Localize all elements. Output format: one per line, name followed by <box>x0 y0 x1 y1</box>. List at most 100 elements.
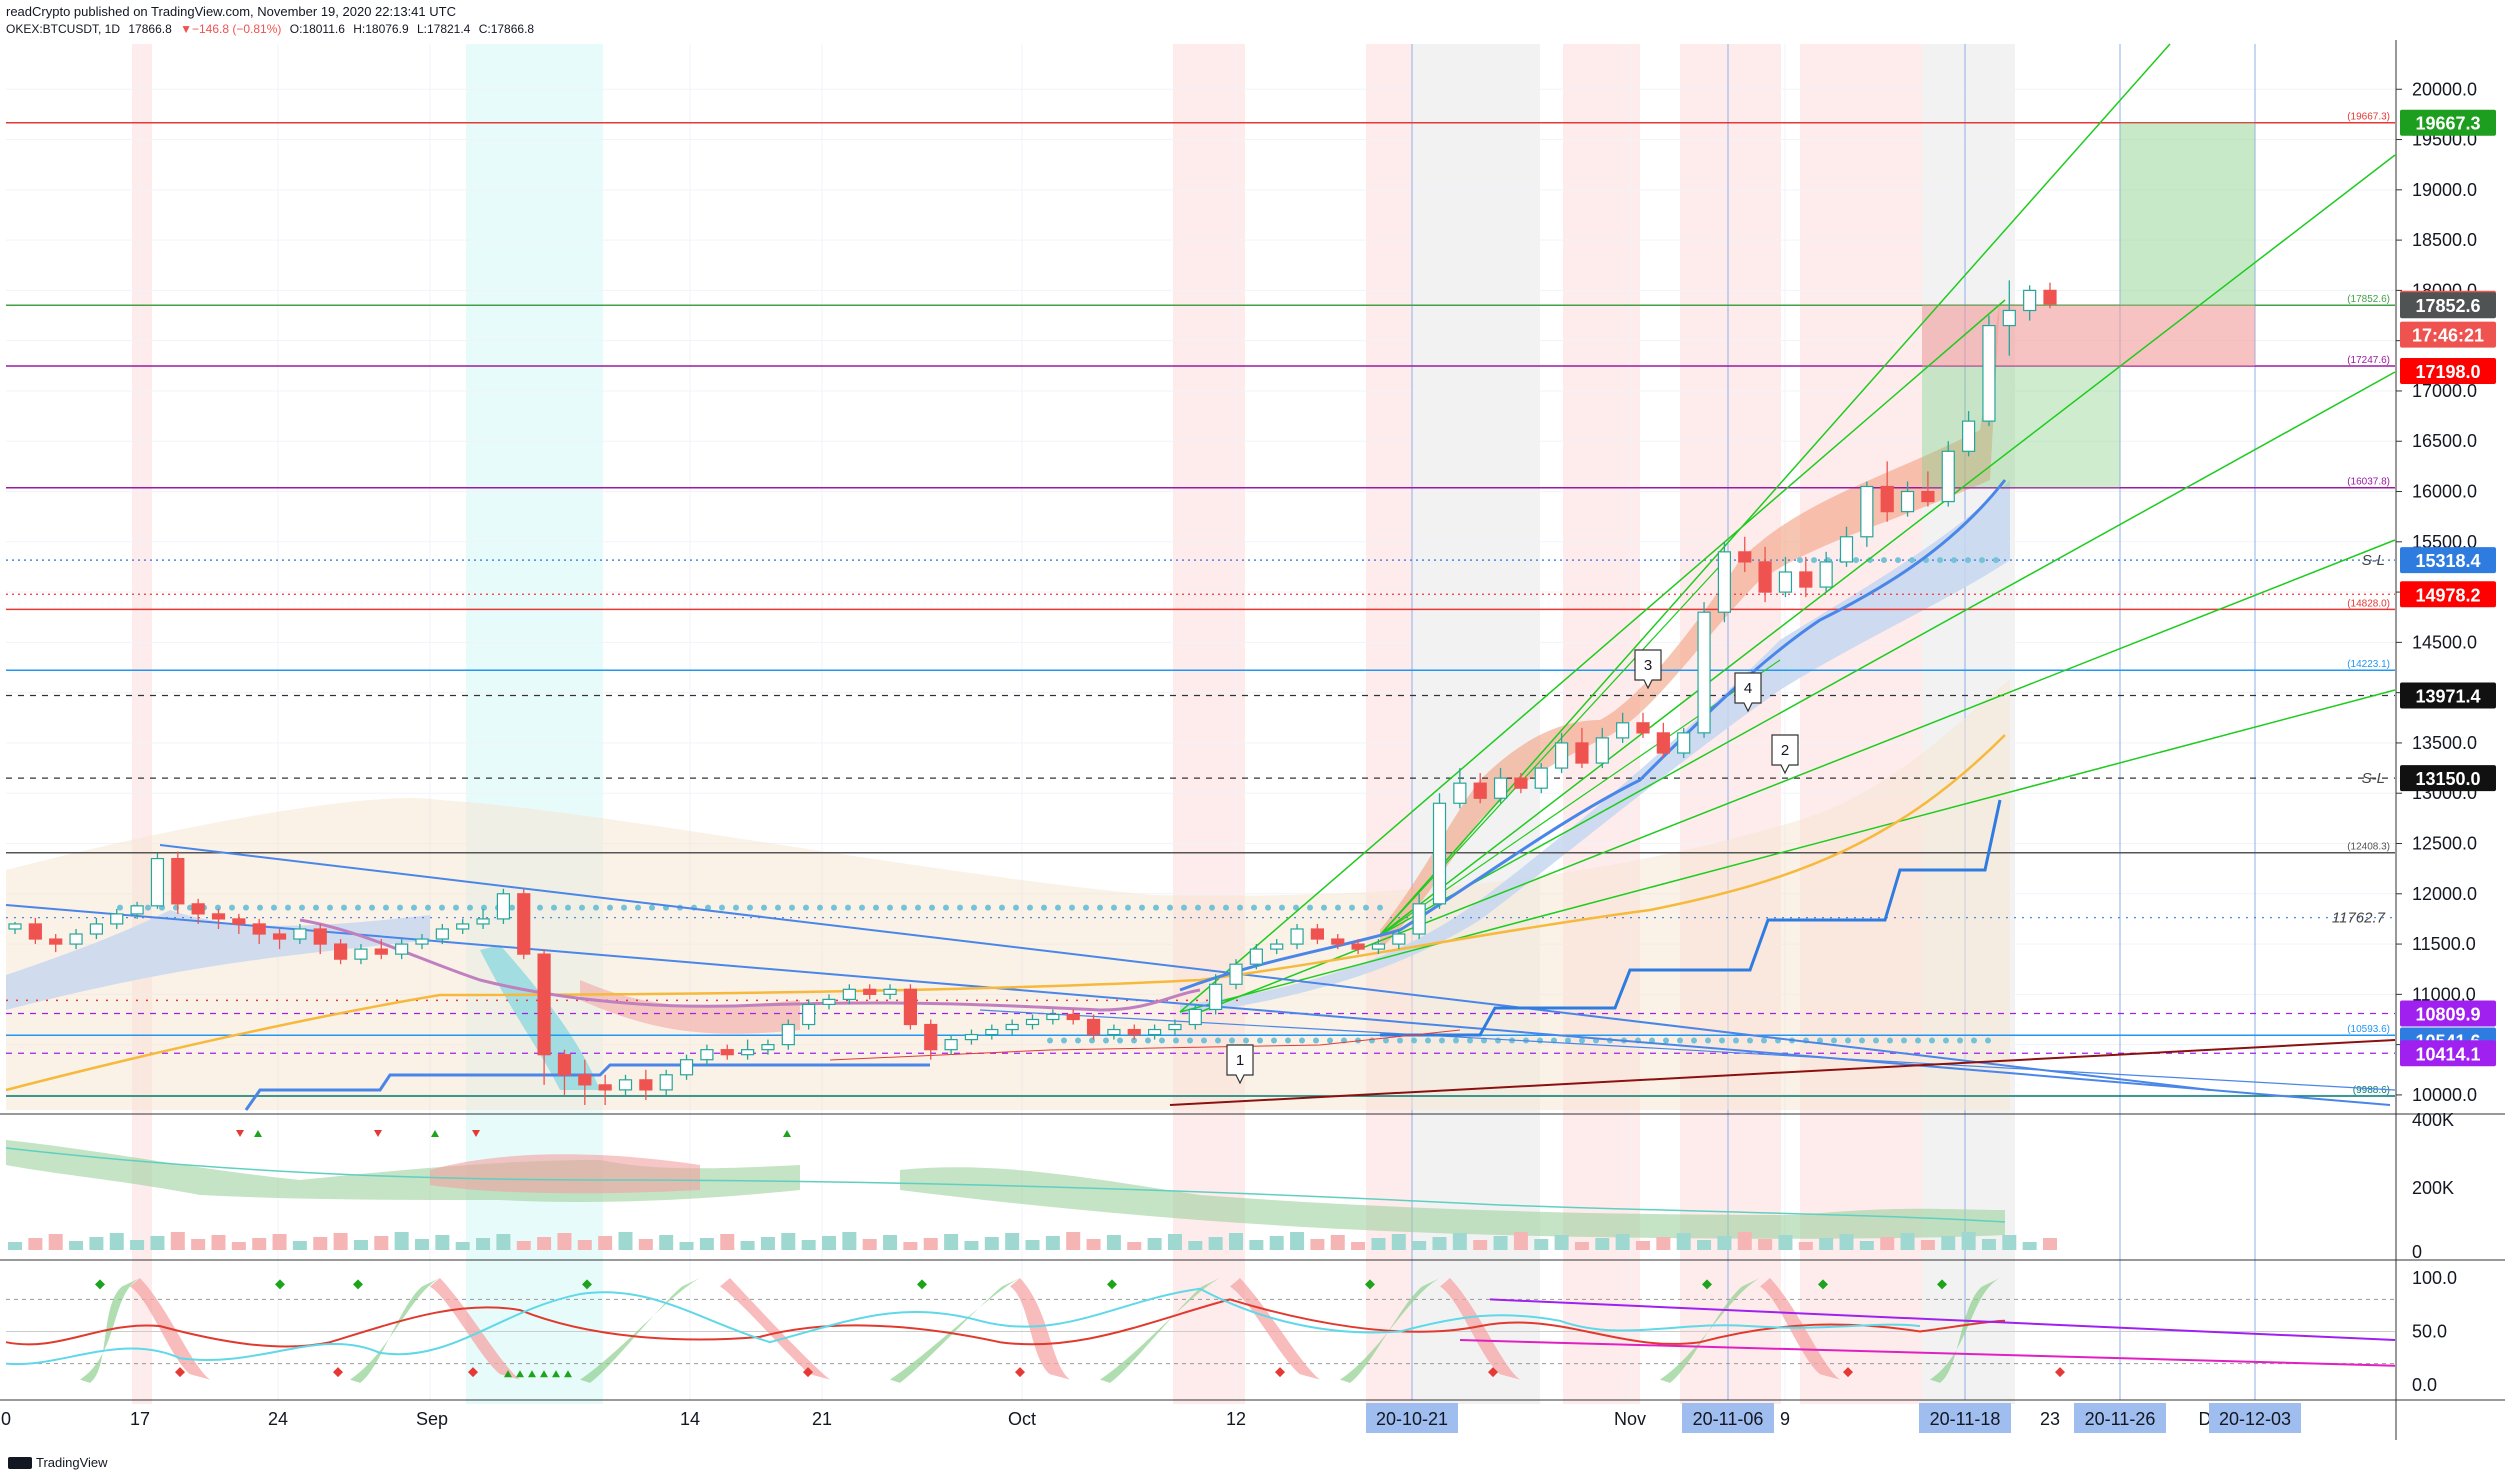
level-dot <box>1979 557 1985 564</box>
volume-bar <box>150 1236 165 1250</box>
level-dot <box>635 904 641 911</box>
volume-bar <box>252 1238 267 1250</box>
trend-line <box>5 904 2391 1106</box>
level-dot <box>271 904 277 911</box>
volume-bar <box>2022 1242 2037 1250</box>
candle-body <box>1554 742 1569 769</box>
candle-body <box>1697 611 1711 734</box>
price-axis-badge <box>2400 1040 2496 1067</box>
signal-arrow <box>783 1130 791 1137</box>
volume-bar <box>1941 1236 1956 1250</box>
trend-line <box>159 844 2211 1091</box>
level-dot <box>915 904 921 911</box>
level-dot <box>383 904 389 911</box>
date-axis-badge <box>1919 1403 2011 1433</box>
stochastic-ribbon-down <box>1440 1278 1520 1380</box>
volume-bar <box>1615 1234 1630 1250</box>
price-tick-label: 12500.0 <box>2412 834 2477 854</box>
candle-body <box>1168 1023 1182 1031</box>
price-axis-badge <box>2400 358 2496 385</box>
volume-bar <box>1391 1234 1406 1250</box>
level-dot <box>1181 904 1187 911</box>
cloud-area <box>1150 680 2010 1110</box>
trend-line <box>979 1009 2396 1091</box>
level-dot <box>1965 557 1971 564</box>
level-dot <box>425 904 431 911</box>
volume-bar <box>69 1241 84 1250</box>
level-dot <box>873 904 879 911</box>
candle-body <box>1046 1013 1060 1021</box>
volume-bar <box>313 1237 328 1250</box>
volume-bar <box>1697 1240 1712 1250</box>
price-tick-label: 15500.0 <box>2412 532 2477 552</box>
level-dot <box>845 904 851 911</box>
candle-body <box>313 928 327 945</box>
date-axis-badge-text: 20-11-18 <box>1930 1409 2001 1429</box>
volume-bar <box>89 1237 104 1250</box>
candle-body <box>781 1023 795 1046</box>
level-dot <box>1397 1037 1403 1044</box>
candle-body <box>1188 1008 1202 1026</box>
level-dot <box>1811 557 1817 564</box>
volume-bar <box>720 1234 735 1250</box>
level-dot <box>341 904 347 911</box>
level-label: (17247.6) <box>2347 355 2390 366</box>
level-dot <box>1125 904 1131 911</box>
moving-average-orange <box>5 734 2006 1092</box>
symbol-ohlc-row: OKEX:BTCUSDT, 1D 17866.8 ▼−146.8 (−0.81%… <box>6 22 539 36</box>
volume-bar <box>964 1241 979 1250</box>
level-dot <box>901 904 907 911</box>
volume-bar <box>1798 1242 1813 1250</box>
level-dot <box>1859 1037 1865 1044</box>
candle-body <box>435 928 449 940</box>
level-dot <box>1335 904 1341 911</box>
volume-cloud <box>900 1167 2005 1239</box>
volume-bar <box>903 1242 918 1250</box>
candle-body <box>130 905 144 915</box>
candle-body <box>1412 903 1426 935</box>
profit-zone <box>1922 366 2120 488</box>
volume-bar <box>1371 1238 1386 1250</box>
price-tick-label: 14500.0 <box>2412 632 2477 652</box>
tradingview-brand: TradingView <box>8 1455 108 1470</box>
level-dot <box>565 904 571 911</box>
date-axis-badge <box>1366 1403 1458 1433</box>
volume-bar <box>1819 1238 1834 1250</box>
level-text-label: S-L <box>2362 552 2385 569</box>
highlight-band <box>1173 44 1245 1404</box>
level-dot <box>1293 904 1299 911</box>
signal-arrow <box>374 1130 382 1137</box>
candle-body <box>395 943 409 955</box>
candle-body <box>1880 485 1894 513</box>
candle-body <box>171 857 185 905</box>
level-dot <box>789 904 795 911</box>
candle-body <box>110 913 124 925</box>
level-dot <box>397 904 403 911</box>
volume-bar <box>1147 1238 1162 1250</box>
candle-body <box>1738 551 1752 563</box>
price-tick-label: 13500.0 <box>2412 733 2477 753</box>
volume-bar <box>1127 1242 1142 1250</box>
volume-bar <box>557 1233 572 1250</box>
candle-body <box>700 1049 714 1061</box>
highlight-band <box>1413 44 1540 1404</box>
volume-bar <box>842 1232 857 1250</box>
volume-bar <box>1981 1239 1996 1250</box>
price-axis-badge-text: 17:46:21 <box>2412 326 2484 346</box>
candle-body <box>944 1039 958 1051</box>
volume-bar <box>537 1237 552 1250</box>
volume-bar <box>1330 1235 1345 1250</box>
level-dot <box>1349 904 1355 911</box>
level-dot <box>1895 557 1901 564</box>
last-price: 17866.8 <box>128 22 172 36</box>
volume-bar <box>1310 1239 1325 1250</box>
symbol-label[interactable]: OKEX:BTCUSDT, 1D <box>6 22 121 36</box>
date-tick-label: Nov <box>1614 1409 1646 1429</box>
candle-body <box>598 1084 612 1091</box>
level-dot <box>859 904 865 911</box>
level-dot <box>1215 1037 1221 1044</box>
date-axis-badge-text: 20-11-06 <box>1693 1409 1764 1429</box>
volume-bar <box>353 1240 368 1250</box>
cloud-area <box>6 798 1150 1110</box>
